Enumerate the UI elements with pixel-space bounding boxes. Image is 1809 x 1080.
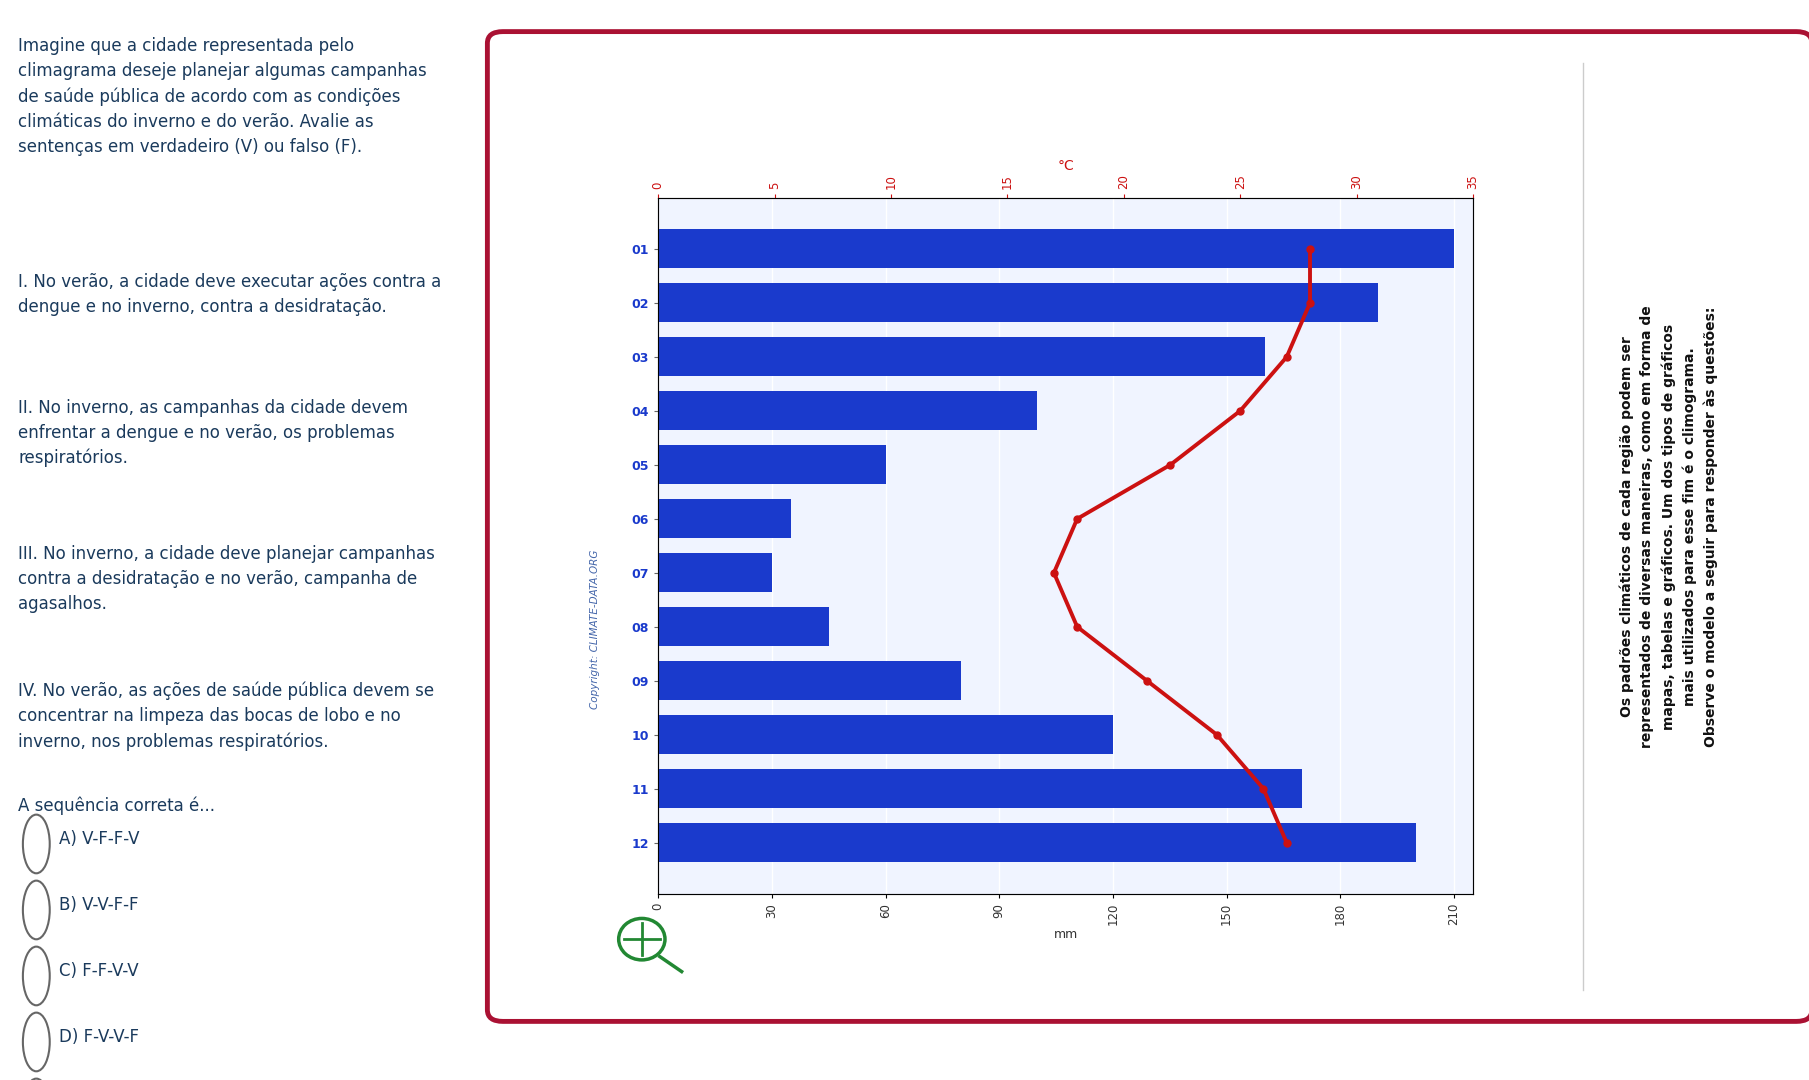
Text: II. No inverno, as campanhas da cidade devem
enfrentar a dengue e no verão, os p: II. No inverno, as campanhas da cidade d… — [18, 399, 409, 468]
X-axis label: °C: °C — [1056, 159, 1075, 173]
Text: III. No inverno, a cidade deve planejar campanhas
contra a desidratação e no ver: III. No inverno, a cidade deve planejar … — [18, 545, 434, 613]
Bar — [658, 769, 1302, 808]
Text: D) F-V-V-F: D) F-V-V-F — [60, 1028, 139, 1047]
Text: A) V-F-F-V: A) V-F-F-V — [60, 831, 139, 849]
Text: Os padrões climáticos de cada região podem ser
representados de diversas maneira: Os padrões climáticos de cada região pod… — [1619, 306, 1719, 747]
Bar — [658, 283, 1378, 322]
Bar — [658, 607, 829, 646]
Text: C) F-F-V-V: C) F-F-V-V — [60, 962, 139, 981]
Bar — [658, 229, 1454, 268]
Bar — [658, 499, 791, 538]
Text: I. No verão, a cidade deve executar ações contra a
dengue e no inverno, contra a: I. No verão, a cidade deve executar açõe… — [18, 273, 441, 316]
Text: IV. No verão, as ações de saúde pública devem se
concentrar na limpeza das bocas: IV. No verão, as ações de saúde pública … — [18, 681, 434, 751]
Bar — [658, 337, 1264, 376]
Text: A sequência correta é...: A sequência correta é... — [18, 797, 215, 815]
Bar — [658, 553, 772, 592]
Bar — [658, 661, 961, 700]
Text: B) V-V-F-F: B) V-V-F-F — [60, 896, 137, 915]
Bar — [658, 823, 1416, 862]
X-axis label: mm: mm — [1053, 928, 1078, 941]
Bar — [658, 391, 1037, 430]
Bar — [658, 715, 1113, 754]
Bar — [658, 445, 886, 484]
FancyBboxPatch shape — [487, 31, 1809, 1022]
Text: Imagine que a cidade representada pelo
climagrama deseje planejar algumas campan: Imagine que a cidade representada pelo c… — [18, 38, 427, 157]
Text: Copyright: CLIMATE-DATA.ORG: Copyright: CLIMATE-DATA.ORG — [590, 550, 601, 710]
